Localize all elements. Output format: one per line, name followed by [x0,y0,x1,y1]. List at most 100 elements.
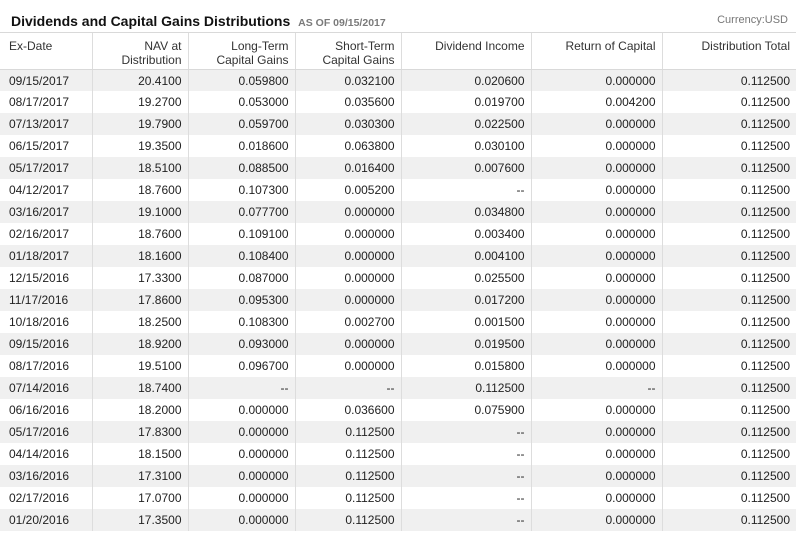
nav-cell: 19.3500 [91,135,188,157]
distribution-total-cell: 0.112500 [661,135,796,157]
long-term-gains-cell: 0.109100 [187,223,295,245]
short-term-gains-cell: 0.000000 [294,289,401,311]
nav-cell: 18.1500 [91,443,188,465]
return-of-capital-cell: 0.000000 [530,333,662,355]
short-term-gains-cell: 0.000000 [294,223,401,245]
long-term-gains-cell: 0.087000 [187,267,295,289]
long-term-gains-cell: 0.000000 [187,421,295,443]
distributions-table: Ex-Date NAV at Distribution Long-Term Capi… [0,33,796,531]
distribution-total-cell: 0.112500 [661,267,796,289]
long-term-gains-cell: 0.108300 [187,311,295,333]
distribution-total-cell: 0.112500 [661,289,796,311]
dividend-income-cell: 0.025500 [400,267,531,289]
table-row: 03/16/2017 19.1000 0.077700 0.000000 0.03480… [0,201,796,223]
table-row: 08/17/2016 19.5100 0.096700 0.000000 0.01580… [0,355,796,377]
table-row: 09/15/2016 18.9200 0.093000 0.000000 0.01950… [0,333,796,355]
nav-cell: 18.7400 [91,377,188,399]
nav-cell: 20.4100 [91,69,188,91]
long-term-gains-cell: 0.000000 [187,443,295,465]
table-row: 07/13/2017 19.7900 0.059700 0.030300 0.02250… [0,113,796,135]
long-term-gains-cell: 0.000000 [187,509,295,531]
return-of-capital-cell: 0.000000 [530,421,662,443]
dividend-income-cell: 0.022500 [400,113,531,135]
distribution-total-cell: 0.112500 [661,91,796,113]
dividend-income-cell: -- [400,465,531,487]
column-header-distribution-total[interactable]: Distribution Total [661,33,796,70]
long-term-gains-cell: 0.053000 [187,91,295,113]
distribution-total-cell: 0.112500 [661,509,796,531]
column-header-short-term-gains[interactable]: Short-Term Capital Gains [294,33,401,70]
ex-date-cell: 05/17/2016 [0,421,92,443]
short-term-gains-cell: 0.112500 [294,509,401,531]
dividend-income-cell: 0.001500 [400,311,531,333]
ex-date-cell: 02/16/2017 [9,227,70,241]
nav-cell: 18.1600 [91,245,188,267]
nav-cell: 17.3500 [91,509,188,531]
dividend-income-cell: 0.007600 [400,157,531,179]
distribution-total-cell: 0.112500 [661,223,796,245]
distribution-total-cell: 0.112500 [661,443,796,465]
dividend-income-cell: 0.015800 [400,355,531,377]
return-of-capital-cell: 0.000000 [530,113,662,135]
long-term-gains-cell: 0.000000 [187,399,295,421]
column-header-return-of-capital[interactable]: Return of Capital [530,33,662,70]
table-row: 11/17/2016 17.8600 0.095300 0.000000 0.01720… [0,289,796,311]
short-term-gains-cell: 0.032100 [294,69,401,91]
dividend-income-cell: -- [400,421,531,443]
ex-date-cell: 07/13/2017 [0,113,92,135]
ex-date-cell: 04/12/2017 [9,183,70,197]
column-header-nav[interactable]: NAV at Distribution [91,33,188,70]
return-of-capital-cell: 0.000000 [530,399,662,421]
return-of-capital-cell: 0.000000 [530,443,662,465]
ex-date-cell: 11/17/2016 [0,289,92,311]
ex-date-cell: 10/18/2016 [9,315,70,329]
nav-cell: 17.3100 [91,465,188,487]
return-of-capital-cell: 0.000000 [530,157,662,179]
dividend-income-cell: 0.112500 [400,377,531,399]
return-of-capital-cell: 0.000000 [530,267,662,289]
distribution-total-cell: 0.112500 [661,311,796,333]
dividend-income-cell: 0.075900 [400,399,531,421]
short-term-gains-cell: 0.016400 [294,157,401,179]
ex-date-cell: 03/16/2017 [0,201,92,223]
nav-cell: 18.7600 [91,179,188,201]
ex-date-cell: 08/17/2017 [9,95,70,109]
column-header-long-term-gains[interactable]: Long-Term Capital Gains [187,33,295,70]
nav-cell: 17.8600 [91,289,188,311]
long-term-gains-cell: 0.108400 [187,245,295,267]
table-body: 09/15/2017 20.4100 0.059800 0.032100 0.02060… [0,69,796,531]
short-term-gains-cell: 0.000000 [294,201,401,223]
long-term-gains-cell: 0.107300 [187,179,295,201]
short-term-gains-cell: 0.005200 [294,179,401,201]
distribution-total-cell: 0.112500 [661,333,796,355]
column-header-ex-date[interactable]: Ex-Date [0,33,92,70]
long-term-gains-cell: 0.059800 [187,69,295,91]
dividend-income-cell: 0.020600 [400,69,531,91]
nav-cell: 18.2000 [91,399,188,421]
short-term-gains-cell: 0.000000 [294,245,401,267]
short-term-gains-cell: 0.035600 [294,91,401,113]
ex-date-cell: 08/17/2016 [9,359,70,373]
short-term-gains-cell: -- [294,377,401,399]
long-term-gains-cell: 0.018600 [187,135,295,157]
distribution-total-cell: 0.112500 [661,487,796,509]
column-header-dividend-income[interactable]: Dividend Income [400,33,531,70]
return-of-capital-cell: 0.000000 [530,289,662,311]
nav-cell: 17.3300 [91,267,188,289]
ex-date-cell: 03/16/2016 [0,465,92,487]
short-term-gains-cell: 0.000000 [294,333,401,355]
dividend-income-cell: -- [400,487,531,509]
return-of-capital-cell: 0.000000 [530,201,662,223]
ex-date-cell: 09/15/2017 [0,69,92,91]
return-of-capital-cell: 0.004200 [530,91,662,113]
table-header-row: Ex-Date NAV at Distribution Long-Term Capi… [0,33,796,70]
ex-date-cell: 01/18/2017 [0,245,92,267]
long-term-gains-cell: 0.000000 [187,465,295,487]
dividend-income-cell: 0.019500 [400,333,531,355]
distribution-total-cell: 0.112500 [661,157,796,179]
table-row: 06/15/2017 19.3500 0.018600 0.063800 0.03010… [0,135,796,157]
long-term-gains-cell: 0.093000 [187,333,295,355]
short-term-gains-cell: 0.002700 [294,311,401,333]
return-of-capital-cell: 0.000000 [530,135,662,157]
ex-date-cell: 12/15/2016 [9,271,70,285]
